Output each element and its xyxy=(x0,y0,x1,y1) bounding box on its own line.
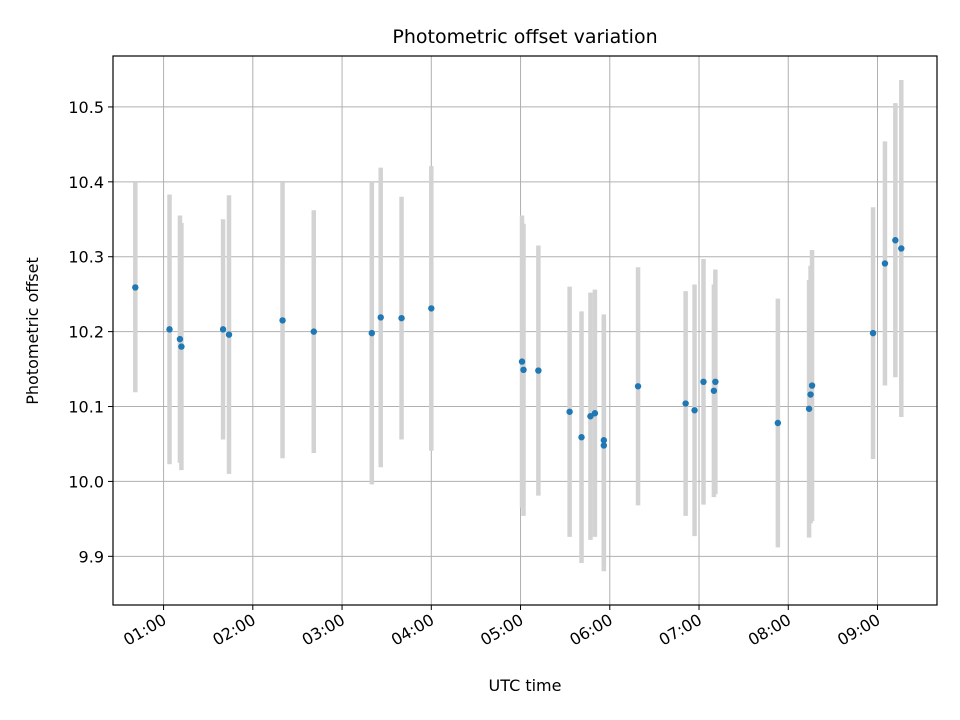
data-point xyxy=(178,343,185,350)
data-point xyxy=(892,237,899,244)
x-tick-label: 02:00 xyxy=(209,610,258,650)
data-point xyxy=(807,391,814,398)
errorbar-layer xyxy=(133,79,904,572)
data-point xyxy=(774,419,782,427)
data-point xyxy=(176,335,184,343)
y-tick-label: 10.3 xyxy=(68,248,104,267)
data-point xyxy=(310,328,317,335)
tick-layer: 01:00 02:00 03:00 04:00 05:00 06:00 07:00 08:00… xyxy=(68,98,883,650)
y-tick-label: 10.1 xyxy=(68,398,104,417)
x-axis-label: UTC time xyxy=(489,676,562,695)
y-tick-label: 10.5 xyxy=(68,98,104,117)
data-point xyxy=(578,434,585,441)
data-point xyxy=(600,442,608,449)
y-tick-label: 10.0 xyxy=(68,472,104,491)
x-tick-label: 04:00 xyxy=(388,610,437,650)
data-point xyxy=(428,305,435,312)
data-point xyxy=(591,410,599,417)
x-tick-label: 05:00 xyxy=(477,610,526,650)
x-tick-label: 07:00 xyxy=(656,610,705,650)
data-point xyxy=(225,331,233,338)
data-point xyxy=(600,437,608,444)
data-point xyxy=(700,378,707,386)
data-point xyxy=(634,383,642,390)
data-point xyxy=(712,378,719,386)
data-point xyxy=(808,382,816,389)
data-point xyxy=(691,407,698,414)
data-point xyxy=(279,317,286,324)
data-point xyxy=(132,284,139,291)
data-point xyxy=(368,329,376,337)
chart-title: Photometric offset variation xyxy=(392,26,657,48)
data-point xyxy=(805,405,813,412)
point-layer xyxy=(132,237,905,449)
data-point xyxy=(881,260,889,267)
data-point xyxy=(520,366,527,374)
x-tick-label: 03:00 xyxy=(299,610,348,650)
data-point xyxy=(710,387,718,394)
x-tick-label: 01:00 xyxy=(120,610,169,650)
x-tick-label: 09:00 xyxy=(834,610,883,650)
x-tick-label: 08:00 xyxy=(745,610,794,650)
y-tick-label: 9.9 xyxy=(79,547,104,566)
x-tick-label: 06:00 xyxy=(566,610,615,650)
y-axis-label: Photometric offset xyxy=(23,257,42,405)
y-tick-label: 10.4 xyxy=(68,173,104,192)
plot-frame xyxy=(112,55,938,606)
data-point xyxy=(535,367,542,374)
data-point xyxy=(898,245,905,252)
data-point xyxy=(219,326,227,333)
data-point xyxy=(166,326,173,333)
data-point xyxy=(518,358,526,365)
data-point xyxy=(869,329,877,337)
y-tick-label: 10.2 xyxy=(68,323,104,342)
data-point xyxy=(682,400,689,407)
data-point xyxy=(398,314,405,322)
data-point xyxy=(377,314,384,321)
data-point xyxy=(566,408,573,415)
